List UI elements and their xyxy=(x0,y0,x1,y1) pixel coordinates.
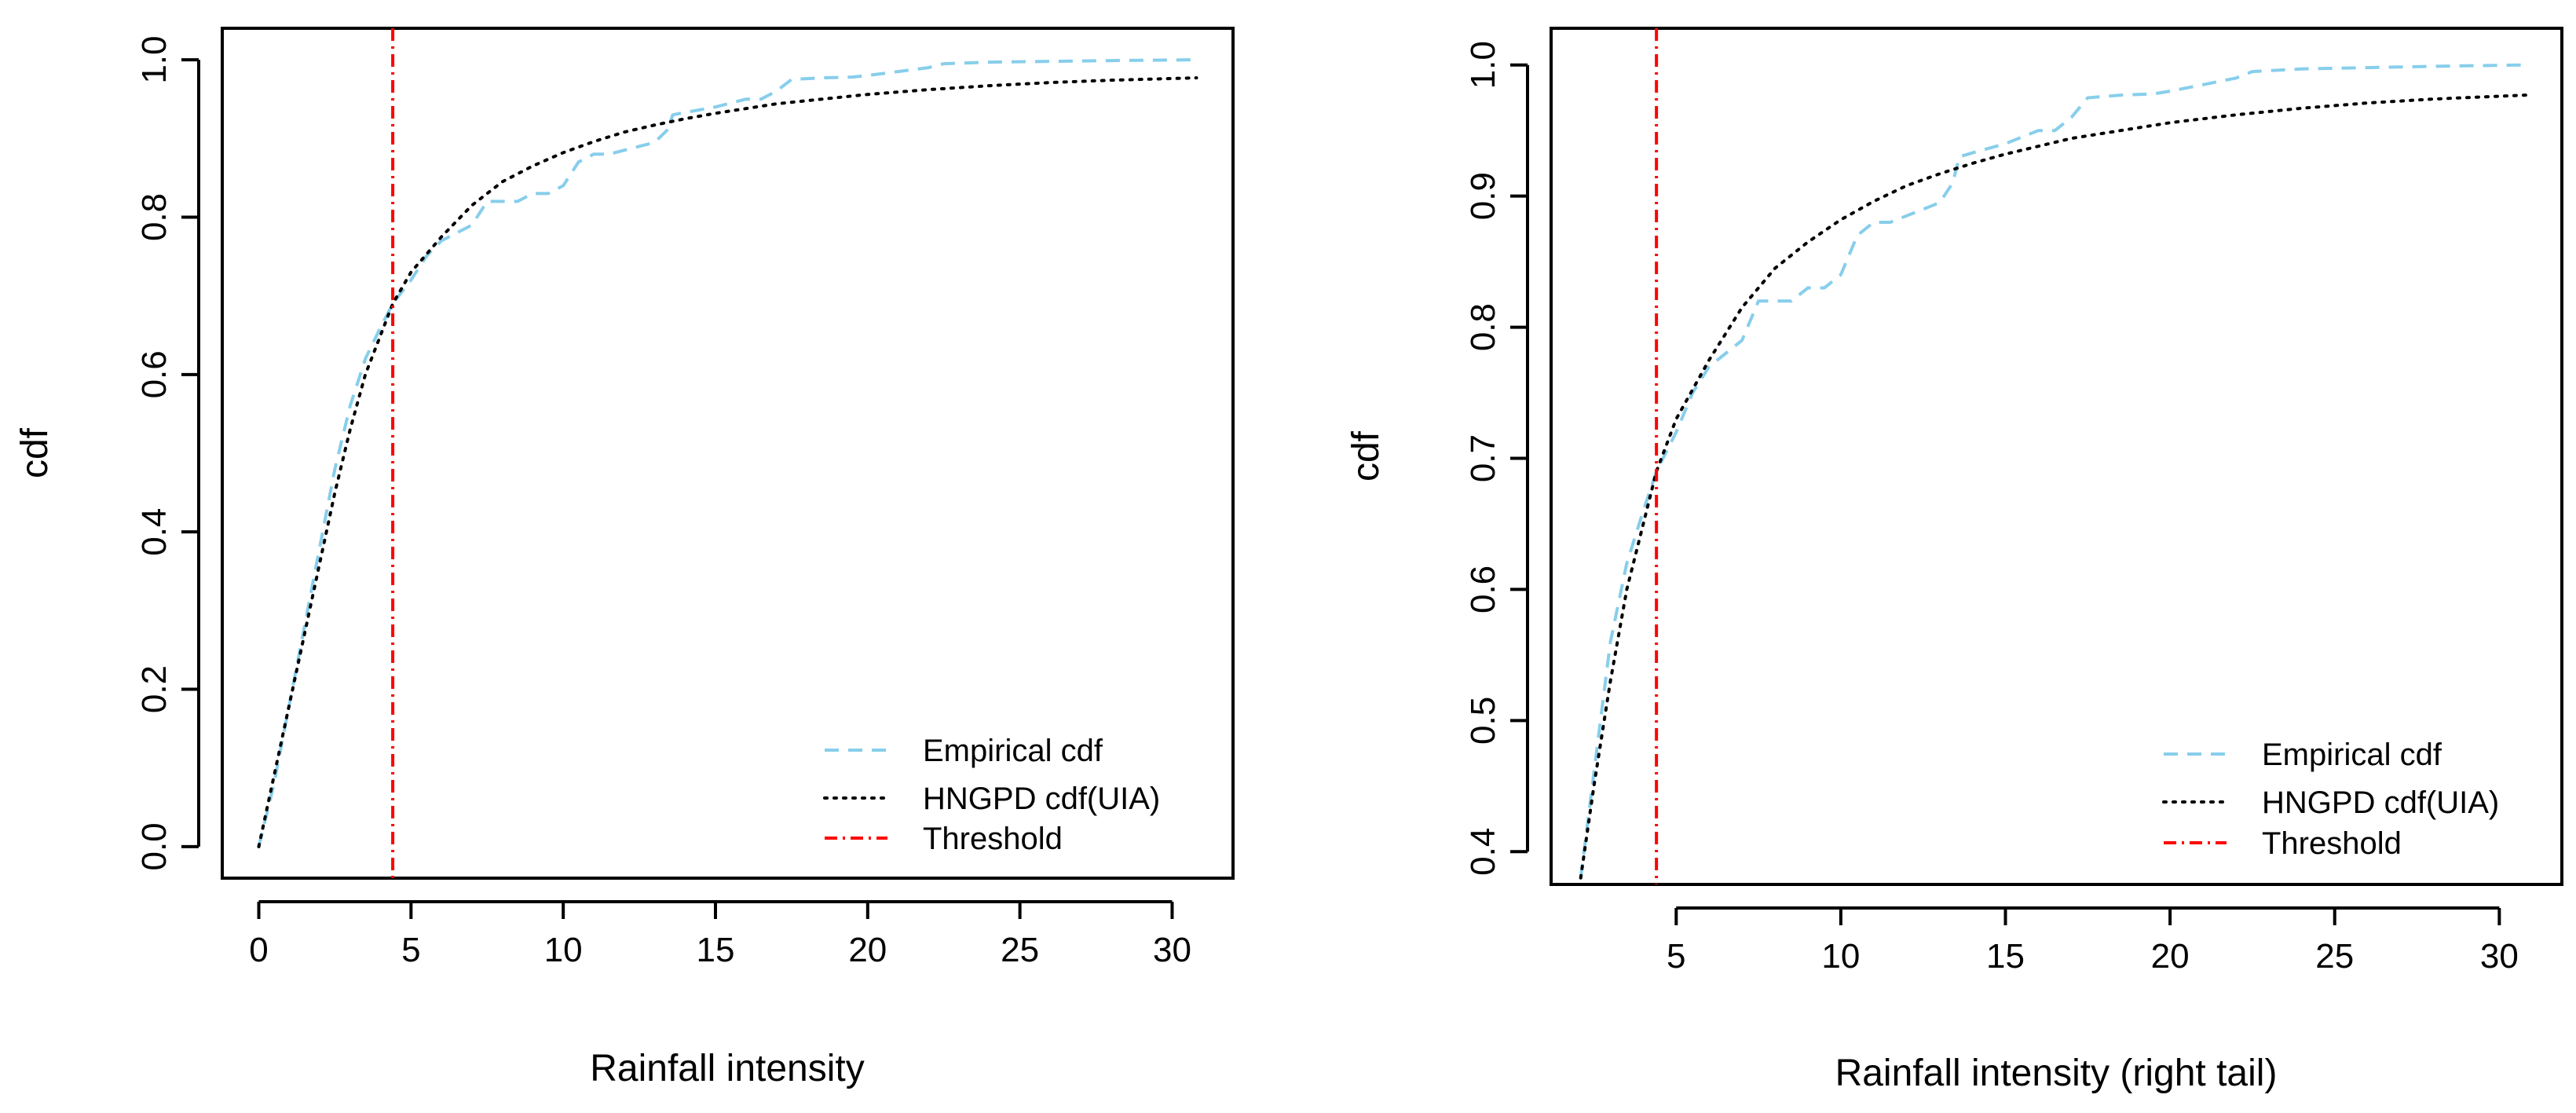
right-x-tick-label: 5 xyxy=(1667,937,1685,976)
right-legend-label-threshold: Threshold xyxy=(2262,826,2402,861)
left-legend: Empirical cdf HNGPD cdf(UIA) Threshold xyxy=(823,734,1160,856)
left-plot-frame xyxy=(221,27,1235,880)
left-legend-label-empirical: Empirical cdf xyxy=(923,734,1103,768)
right-y-axis-label: cdf xyxy=(1345,430,1387,481)
right-series-line-empirical xyxy=(1579,63,2526,878)
right-y-tick-label: 0.6 xyxy=(1464,566,1502,613)
right-legend: Empirical cdf HNGPD cdf(UIA) Threshold xyxy=(2162,738,2499,861)
left-series-lines xyxy=(257,28,1198,878)
left-x-tick-label: 20 xyxy=(848,931,887,969)
left-series-line-hngpd xyxy=(257,76,1198,848)
right-legend-label-hngpd: HNGPD cdf(UIA) xyxy=(2262,785,2499,820)
right-x-tick-label: 20 xyxy=(2151,937,2190,976)
left-y-tick-label: 1.0 xyxy=(135,35,174,83)
left-y-axis-label: cdf xyxy=(14,427,56,478)
left-y-tick-label: 0.2 xyxy=(135,665,174,713)
left-x-axis-label: Rainfall intensity xyxy=(590,1048,865,1089)
right-x-axis: 5 10 15 20 25 30 xyxy=(1667,906,2519,976)
left-series-line-empirical xyxy=(257,58,1197,848)
right-panel: 5 10 15 20 25 30 0.4 0.5 0.6 0.7 0.8 0.9 1.0 Rainfa… xyxy=(1345,27,2563,1094)
right-x-tick-label: 25 xyxy=(2315,937,2354,976)
left-x-tick-label: 30 xyxy=(1153,931,1191,969)
right-x-axis-label: Rainfall intensity (right tail) xyxy=(1835,1053,2278,1094)
left-legend-label-threshold: Threshold xyxy=(923,822,1063,856)
right-x-tick-label: 15 xyxy=(1986,937,2025,976)
left-x-tick-label: 15 xyxy=(697,931,735,969)
left-x-tick-label: 5 xyxy=(401,931,420,969)
left-x-axis: 0 5 10 15 20 25 30 xyxy=(249,900,1191,969)
right-x-tick-label: 10 xyxy=(1821,937,1860,976)
right-series-line-hngpd xyxy=(1579,93,2527,880)
left-panel: 0 5 10 15 20 25 30 0.0 0.2 0.4 0.6 0.8 1.0 Rainfall… xyxy=(14,27,1235,1089)
left-x-tick-label: 25 xyxy=(1001,931,1039,969)
left-y-tick-label: 0.4 xyxy=(135,508,174,556)
right-plot-frame xyxy=(1550,27,2563,886)
right-y-axis: 0.4 0.5 0.6 0.7 0.8 0.9 1.0 xyxy=(1464,41,1529,876)
right-x-tick-label: 30 xyxy=(2480,937,2519,976)
left-x-tick-label: 0 xyxy=(249,931,268,969)
left-y-tick-label: 0.6 xyxy=(135,350,174,398)
left-legend-label-hngpd: HNGPD cdf(UIA) xyxy=(923,782,1160,816)
right-legend-label-empirical: Empirical cdf xyxy=(2262,738,2442,772)
right-y-tick-label: 0.8 xyxy=(1464,303,1502,351)
left-y-tick-label: 0.8 xyxy=(135,193,174,241)
right-y-tick-label: 0.9 xyxy=(1464,172,1502,220)
left-x-tick-label: 10 xyxy=(544,931,583,969)
right-y-tick-label: 0.7 xyxy=(1464,434,1502,482)
right-series-lines xyxy=(1579,28,2527,884)
right-y-tick-label: 0.5 xyxy=(1464,697,1502,745)
left-y-tick-label: 0.0 xyxy=(135,822,174,870)
right-y-tick-label: 0.4 xyxy=(1464,828,1502,876)
left-y-axis: 0.0 0.2 0.4 0.6 0.8 1.0 xyxy=(135,35,200,871)
right-y-tick-label: 1.0 xyxy=(1464,41,1502,89)
